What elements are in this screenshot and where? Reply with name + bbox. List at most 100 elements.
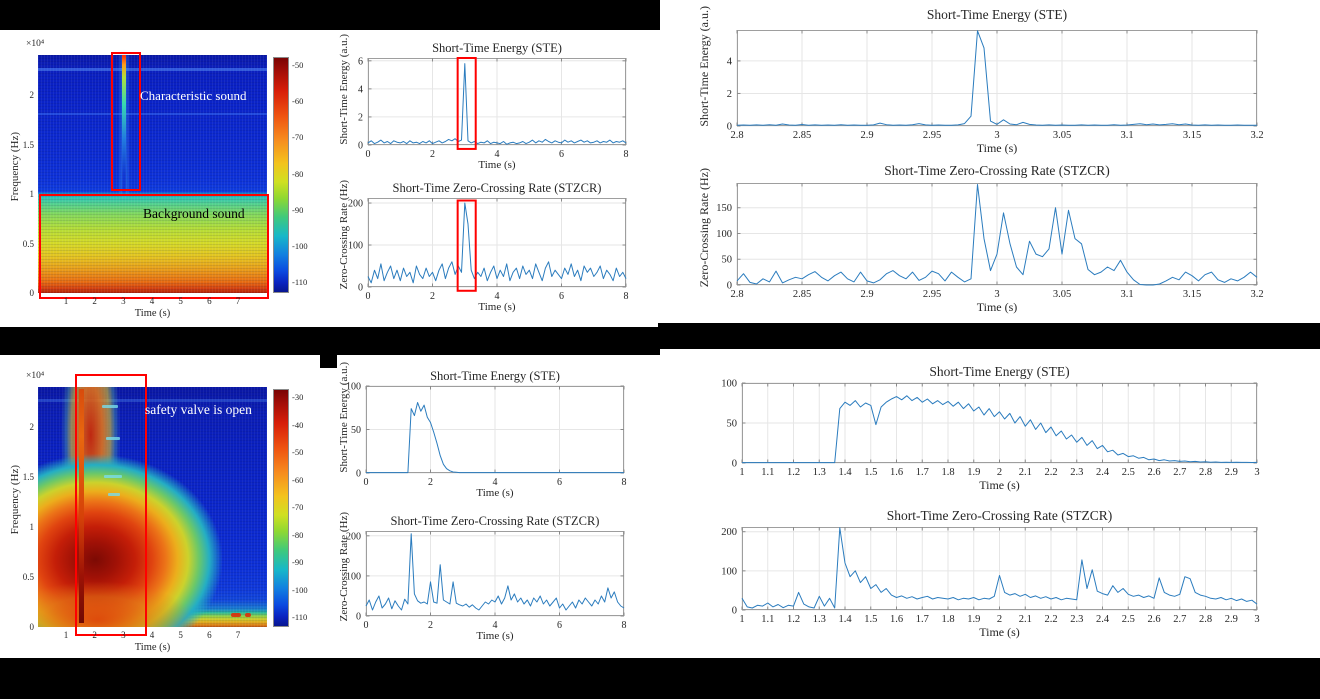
svg-text:3.05: 3.05 <box>1053 289 1071 300</box>
svg-text:1.1: 1.1 <box>761 614 774 625</box>
svg-text:0: 0 <box>727 281 732 292</box>
svg-text:2.95: 2.95 <box>923 289 941 300</box>
svg-text:6: 6 <box>557 477 562 488</box>
svg-text:3.15: 3.15 <box>1183 289 1201 300</box>
svg-text:3.1: 3.1 <box>1120 289 1133 300</box>
highlight-box-characteristic-sound <box>111 52 141 191</box>
svg-text:3: 3 <box>994 130 999 141</box>
svg-text:2.7: 2.7 <box>1173 614 1186 625</box>
svg-text:2.8: 2.8 <box>730 289 743 300</box>
svg-text:2.6: 2.6 <box>1147 467 1160 478</box>
x-axis-label: Time (s) <box>476 487 514 499</box>
svg-text:0: 0 <box>727 122 732 133</box>
svg-text:2.9: 2.9 <box>1225 467 1238 478</box>
svg-text:0: 0 <box>366 291 371 302</box>
spectral-band <box>38 113 267 115</box>
svg-text:1.6: 1.6 <box>890 614 903 625</box>
colorbar <box>273 389 289 627</box>
svg-text:4: 4 <box>727 56 733 67</box>
svg-text:0: 0 <box>356 469 361 480</box>
svg-text:4: 4 <box>495 149 500 160</box>
y-axis-label: Short-Time Energy (a.u.) <box>697 6 711 127</box>
hot-spot <box>245 613 251 617</box>
svg-text:2: 2 <box>727 89 732 100</box>
spectral-dash <box>106 437 120 440</box>
svg-text:0: 0 <box>366 149 371 160</box>
chart-title: Short-Time Energy (STE) <box>926 7 1068 22</box>
hot-spot <box>231 613 241 617</box>
svg-text:2.7: 2.7 <box>1173 467 1186 478</box>
annotation-background-sound: Background sound <box>143 206 245 221</box>
svg-text:3: 3 <box>1254 467 1259 478</box>
svg-text:0: 0 <box>364 477 369 488</box>
svg-text:1.4: 1.4 <box>838 614 852 625</box>
colorbar-ticks: -50 -60 -70 -80 -90 -100 -110 <box>292 60 308 287</box>
characteristic-sound-streak <box>122 55 126 195</box>
svg-text:1.8: 1.8 <box>941 467 954 478</box>
svg-text:2: 2 <box>430 149 435 160</box>
x-axis-label: Time (s) <box>478 159 516 171</box>
spectrogram-bottom-image <box>38 387 267 627</box>
svg-text:8: 8 <box>624 149 629 160</box>
svg-text:1.1: 1.1 <box>761 467 774 478</box>
svg-text:8: 8 <box>622 477 627 488</box>
svg-text:50: 50 <box>727 419 738 430</box>
svg-text:100: 100 <box>348 241 363 252</box>
spectral-dash <box>104 475 122 478</box>
svg-text:3.05: 3.05 <box>1053 130 1071 141</box>
svg-text:1.5: 1.5 <box>864 614 877 625</box>
y-ticks: 2 1.5 1 0.5 0 <box>22 422 34 632</box>
svg-text:1.2: 1.2 <box>787 614 800 625</box>
chart-title: Short-Time Energy (STE) <box>432 41 562 55</box>
svg-text:2.1: 2.1 <box>1019 614 1032 625</box>
svg-text:100: 100 <box>721 566 737 577</box>
spectral-dash <box>108 493 120 496</box>
x-axis-label: Time (s) <box>478 301 516 313</box>
svg-text:200: 200 <box>348 199 363 210</box>
svg-text:1.6: 1.6 <box>890 467 903 478</box>
stzcr-chart-top-middle: 0 2 4 6 8 0 100 200 <box>348 198 629 302</box>
svg-text:2: 2 <box>428 477 433 488</box>
svg-text:3: 3 <box>994 289 999 300</box>
svg-text:6: 6 <box>559 291 564 302</box>
svg-text:150: 150 <box>716 203 732 214</box>
y-axis-label: Zero-Crossing Rate (Hz) <box>338 512 350 622</box>
svg-text:1.2: 1.2 <box>787 467 800 478</box>
redacted-bar-middle-left <box>0 327 660 355</box>
svg-text:6: 6 <box>557 620 562 631</box>
svg-text:2.4: 2.4 <box>1096 614 1110 625</box>
svg-text:1: 1 <box>739 467 744 478</box>
svg-text:3.2: 3.2 <box>1250 130 1263 141</box>
stzcr-chart-bottom-middle: 0 2 4 6 8 0 100 200 <box>346 531 627 631</box>
highlight-box-background-sound <box>39 194 269 299</box>
svg-text:2: 2 <box>430 291 435 302</box>
y-axis-label: Zero-Crossing Rate (Hz) <box>338 180 350 290</box>
spectral-band <box>38 68 267 71</box>
redacted-bar-top <box>0 0 660 30</box>
svg-text:100: 100 <box>716 229 732 240</box>
svg-text:4: 4 <box>358 84 363 95</box>
svg-text:4: 4 <box>493 620 498 631</box>
svg-text:2.6: 2.6 <box>1147 614 1160 625</box>
svg-text:100: 100 <box>346 571 361 582</box>
svg-text:3.15: 3.15 <box>1183 130 1201 141</box>
svg-text:1: 1 <box>739 614 744 625</box>
svg-text:1.7: 1.7 <box>916 614 929 625</box>
highlight-box-valve-open <box>75 374 147 636</box>
svg-text:4: 4 <box>495 291 500 302</box>
svg-text:2.3: 2.3 <box>1070 467 1083 478</box>
svg-text:0: 0 <box>356 612 361 623</box>
svg-text:1.3: 1.3 <box>813 614 826 625</box>
svg-text:2.9: 2.9 <box>860 289 873 300</box>
y-axis-label: Zero-Crossing Rate (Hz) <box>697 168 711 288</box>
chart-title: Short-Time Zero-Crossing Rate (STZCR) <box>886 508 1113 523</box>
svg-text:3: 3 <box>1254 614 1259 625</box>
ste-chart-bottom-middle: 0 2 4 6 8 0 50 100 <box>346 382 627 489</box>
svg-text:6: 6 <box>559 149 564 160</box>
chart-title: Short-Time Zero-Crossing Rate (STZCR) <box>390 514 600 528</box>
svg-text:200: 200 <box>721 527 737 538</box>
chart-title: Short-Time Energy (STE) <box>929 364 1070 379</box>
